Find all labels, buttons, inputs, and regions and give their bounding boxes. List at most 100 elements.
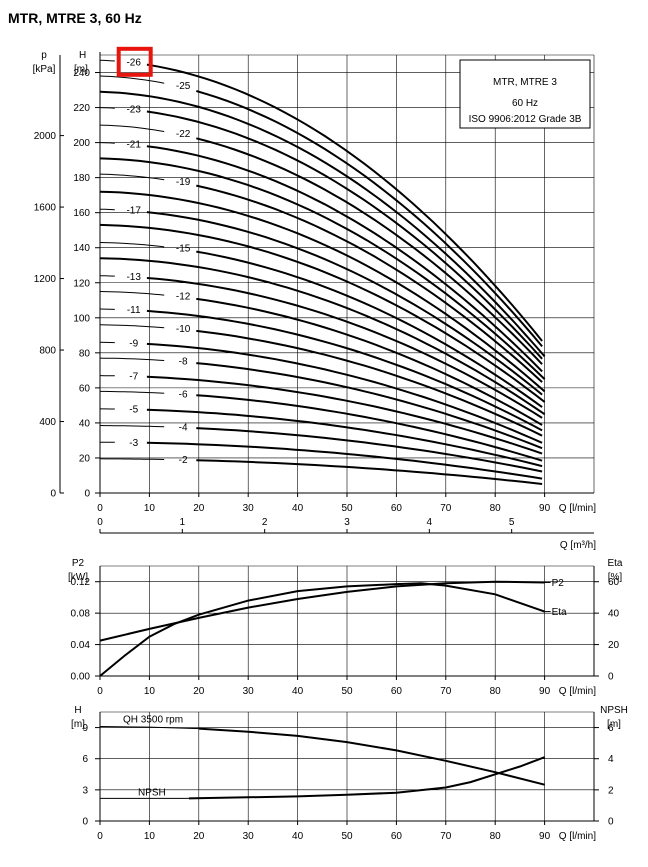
np-right-tick-label: 0 [608, 817, 614, 828]
np-left-tick-label: 0 [82, 817, 88, 828]
qh-stage-curve [99, 190, 546, 393]
pw-left-label1: P2 [72, 558, 85, 569]
pw-left-tick-label: 0.12 [71, 577, 91, 588]
qh-stage-leader [99, 124, 165, 132]
np-left-label2: [m] [71, 719, 85, 730]
pw-series-label: P2 [552, 578, 565, 589]
np-right-label1: NPSH [600, 705, 628, 716]
qh-stage-leader [99, 458, 165, 460]
np-left-tick-label: 3 [82, 785, 88, 796]
qh-h-tick-label: 160 [73, 208, 90, 219]
qh-stage-label: -12 [176, 292, 191, 303]
qh-h-tick-label: 220 [73, 103, 90, 114]
qh-p-axis-label1: p [41, 50, 47, 61]
np-right-tick-label: 2 [608, 785, 614, 796]
qh-stage-leader [99, 173, 165, 181]
np-series-npsh-curve [188, 756, 545, 800]
qh-legend-standard: ISO 9906:2012 Grade 3B [469, 114, 582, 125]
qh-stage-curve [196, 137, 543, 365]
pw-x-tick-label: 70 [440, 686, 452, 697]
qh-legend-freq: 60 Hz [512, 98, 538, 109]
qh-h-tick-label: 180 [73, 173, 90, 184]
qh-stage-curve [146, 277, 543, 419]
qh-stage-curve [196, 90, 543, 348]
qh-legend-box [459, 59, 591, 129]
qh-stage-label: -21 [126, 139, 141, 150]
qh-x2-tick-label: 2 [262, 517, 268, 528]
qh-x-tick-label: 0 [97, 503, 103, 514]
qh-stage-label: -9 [129, 338, 138, 349]
qh-stage-curve [146, 63, 543, 342]
qh-x-tick-label: 10 [144, 503, 156, 514]
qh-stage-curve [99, 90, 546, 357]
pw-right-tick-label: 0 [608, 672, 614, 683]
qh-x2-tick-label: 4 [427, 517, 433, 528]
qh-x-tick-label: 90 [539, 503, 551, 514]
qh-x-tick-label: 20 [193, 503, 205, 514]
qh-stage-label: -2 [179, 455, 188, 466]
qh-p-tick-label: 0 [50, 489, 56, 500]
np-series-qh-leader [99, 726, 199, 730]
pw-x-tick-label: 0 [97, 686, 103, 697]
qh-stage-curve [146, 309, 543, 432]
qh-stage-curve [146, 441, 543, 480]
qh-stage-leader [99, 59, 115, 62]
qh-p-tick-label: 2000 [34, 131, 57, 142]
qh-p-tick-label: 400 [39, 417, 56, 428]
np-x-tick-label: 70 [440, 831, 452, 842]
qh-stage-leader [99, 142, 115, 144]
np-x-tick-label: 30 [243, 831, 255, 842]
np-right-label2: [m] [607, 719, 621, 730]
qh-h-axis-label2: [m] [74, 64, 88, 75]
qh-x2-tick-label: 3 [344, 517, 350, 528]
qh-stage-curve [196, 297, 543, 426]
np-left-tick-label: 6 [82, 754, 88, 765]
qh-stage-curve [99, 257, 546, 416]
np-series-npsh-label: NPSH [138, 787, 166, 798]
qh-stage-label: -25 [176, 81, 191, 92]
qh-chart: 020406080100120140160180200220240H[m]040… [33, 46, 596, 551]
np-x-tick-label: 60 [391, 831, 403, 842]
qh-stage-leader [99, 208, 115, 211]
pw-x-tick-label: 60 [391, 686, 403, 697]
pw-left-tick-label: 0.04 [71, 640, 91, 651]
pw-series-label: Eta [552, 607, 567, 618]
pw-x-tick-label: 50 [341, 686, 353, 697]
qh-stage-curve [146, 145, 543, 373]
qh-h-axis-label1: H [79, 50, 86, 61]
qh-h-tick-label: 40 [79, 418, 91, 429]
qh-x2-tick-label: 0 [97, 517, 103, 528]
qh-stage-label: -23 [126, 104, 141, 115]
qh-stage-curve [146, 375, 543, 455]
pw-x-axis-label: Q [l/min] [559, 686, 596, 697]
qh-h-tick-label: 200 [73, 138, 90, 149]
qh-p-tick-label: 1200 [34, 274, 57, 285]
qh-stage-label: -11 [127, 305, 141, 316]
qh-stage-label: -19 [176, 177, 191, 188]
qh-stage-leader [99, 324, 165, 329]
qh-p-axis-label2: [kPa] [33, 64, 56, 75]
qh-h-tick-label: 20 [79, 453, 91, 464]
np-right-tick-label: 6 [608, 723, 614, 734]
qh-stage-label: -17 [126, 206, 141, 217]
qh-stage-label: -6 [179, 389, 188, 400]
qh-stage-curve [196, 250, 543, 408]
qh-h-tick-label: 100 [73, 313, 90, 324]
pw-x-tick-label: 80 [490, 686, 502, 697]
qh-x-tick-label: 50 [341, 503, 353, 514]
pw-left-tick-label: 0.00 [71, 672, 91, 683]
qh-h-tick-label: 60 [79, 383, 91, 394]
np-x-tick-label: 10 [144, 831, 156, 842]
power-efficiency-chart: 0.00 0.04 0.08 0.12 P2 [kW] 0 20 40 60 Eta [%] 0 10 20… [68, 558, 623, 697]
pw-series-eta [99, 582, 545, 677]
qh-p-tick-label: 1600 [34, 203, 57, 214]
pw-right-tick-label: 40 [608, 609, 620, 620]
qh-stage-curve [146, 408, 543, 468]
qh-stage-leader [99, 425, 165, 428]
pw-right-label2: [%] [608, 572, 623, 583]
qh-stage-curve [146, 211, 543, 396]
qh-stage-curve [196, 427, 543, 473]
np-x-tick-label: 20 [193, 831, 205, 842]
np-x-axis-label: Q [l/min] [559, 831, 596, 842]
